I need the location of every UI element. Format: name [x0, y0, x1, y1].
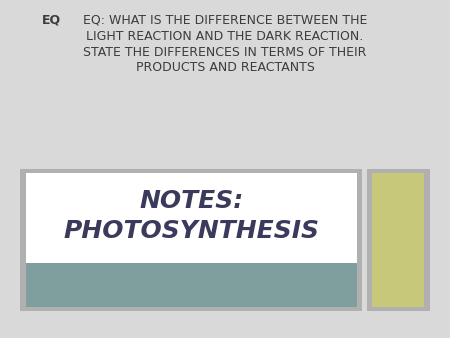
Text: LIGHT REACTION AND THE DARK REACTION.: LIGHT REACTION AND THE DARK REACTION. — [86, 30, 364, 43]
Text: EQ: WHAT IS THE DIFFERENCE BETWEEN THE: EQ: WHAT IS THE DIFFERENCE BETWEEN THE — [68, 14, 382, 27]
Text: EQ: EQ — [42, 14, 61, 27]
Bar — [372, 173, 424, 307]
Bar — [26, 263, 357, 307]
Bar — [20, 169, 362, 311]
Text: NOTES:
PHOTOSYNTHESIS: NOTES: PHOTOSYNTHESIS — [63, 189, 319, 243]
Text: EQ: WHAT IS THE DIFFERENCE BETWEEN THE: EQ: WHAT IS THE DIFFERENCE BETWEEN THE — [83, 14, 367, 27]
Text: PRODUCTS AND REACTANTS: PRODUCTS AND REACTANTS — [135, 61, 315, 74]
Text: STATE THE DIFFERENCES IN TERMS OF THEIR: STATE THE DIFFERENCES IN TERMS OF THEIR — [83, 46, 367, 58]
Bar — [26, 173, 357, 263]
Bar — [367, 169, 430, 311]
